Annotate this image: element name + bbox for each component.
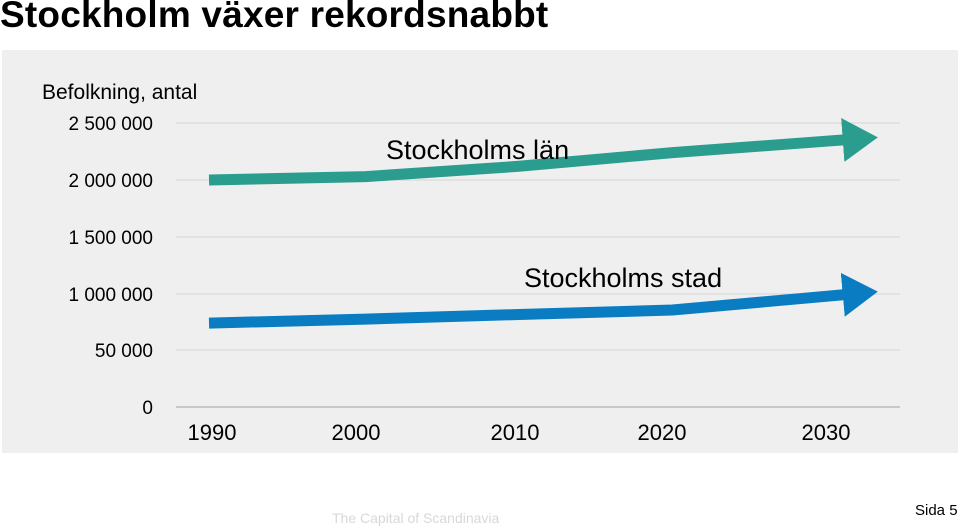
series-line-stockholms-stad [208,272,878,329]
y-tick-label: 1 000 000 [68,285,153,306]
x-tick-label: 2020 [638,420,687,445]
page-number: Sida 5 [915,502,958,519]
series-label: Stockholms län [386,135,569,165]
footer-text: The Capital of Scandinavia [332,510,500,526]
chart-panel [2,50,958,453]
slide-title: Stockholm växer rekordsnabbt [0,0,549,35]
series-label: Stockholms stad [524,263,722,293]
x-tick-labels: 1990 2000 2010 2020 2030 [188,420,851,445]
y-tick-labels: 0 50 000 1 000 000 1 500 000 2 000 000 2 500 … [68,114,153,419]
y-axis-label: Befolkning, antal [42,81,197,104]
y-tick-label: 2 000 000 [68,171,153,192]
x-tick-label: 2030 [802,420,851,445]
series-lines: Stockholms län Stockholms stad [208,118,878,329]
x-tick-label: 2000 [332,420,381,445]
y-tick-label: 1 500 000 [68,228,153,249]
y-tick-label: 0 [142,398,153,419]
y-tick-label: 50 000 [95,341,153,362]
y-tick-label: 2 500 000 [68,114,153,135]
series-line-stockholms-lan [208,118,878,186]
x-tick-label: 2010 [491,420,540,445]
x-tick-label: 1990 [188,420,237,445]
